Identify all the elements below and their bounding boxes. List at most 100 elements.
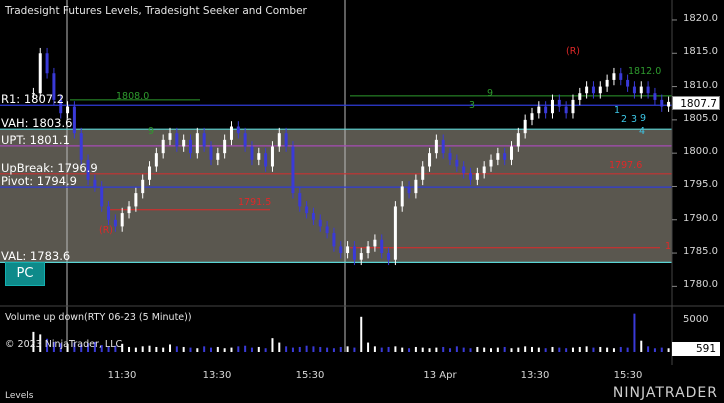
volume-bar	[428, 348, 431, 352]
price-tick-label: 1790.0	[683, 212, 718, 224]
candle-body	[626, 79, 630, 87]
candle-body	[236, 126, 240, 134]
price-tick-label: 1785.0	[683, 246, 718, 258]
seeker-count-left: 9	[148, 126, 155, 137]
level-1791-annotation: 1791.5	[238, 197, 272, 208]
volume-bar	[565, 348, 568, 352]
volume-bar	[360, 316, 363, 352]
candle-body	[325, 226, 329, 234]
volume-bar	[39, 334, 42, 352]
price-tick-label: 1800.0	[683, 146, 718, 158]
candle-body	[523, 119, 527, 134]
candle-body	[264, 153, 268, 167]
volume-bar	[537, 347, 540, 352]
candle-body	[571, 99, 575, 114]
volume-bar	[312, 346, 315, 352]
candle-body	[448, 153, 452, 160]
candle-body	[223, 139, 227, 154]
volume-bar	[141, 346, 144, 352]
volume-bar	[435, 347, 438, 352]
candle-body	[66, 106, 70, 114]
price-tick-label: 1810.0	[683, 79, 718, 91]
candle-body	[462, 166, 466, 174]
candle-body	[168, 133, 172, 140]
volume-panel-title: Volume up down(RTY 06-23 (5 Minute))	[5, 312, 192, 323]
candle-body	[127, 206, 131, 214]
volume-bar	[230, 347, 233, 352]
candle-body	[496, 153, 500, 160]
volume-bar	[66, 343, 69, 352]
volume-bar	[530, 346, 533, 352]
candle-body	[100, 186, 104, 207]
candle-body	[428, 153, 432, 167]
candle-body	[189, 139, 192, 154]
volume-bar	[298, 346, 301, 352]
volume-bar	[237, 346, 240, 352]
candle-body	[291, 146, 295, 194]
volume-bar	[387, 346, 390, 352]
volume-bar	[544, 348, 547, 352]
volume-bar	[32, 331, 35, 352]
volume-bar	[401, 347, 404, 352]
candle-body	[346, 246, 350, 254]
volume-bar	[196, 348, 199, 352]
level-label: UPT: 1801.1	[1, 132, 70, 147]
seeker-count-top: 9	[487, 88, 494, 99]
volume-bar	[209, 347, 212, 352]
volume-bar	[558, 347, 561, 352]
volume-bar	[93, 341, 96, 352]
volume-bar	[510, 348, 513, 352]
candle-body	[455, 159, 459, 167]
candle-body	[332, 233, 336, 247]
volume-bar	[455, 346, 458, 352]
volume-bar	[490, 348, 493, 352]
candle-body	[45, 53, 49, 74]
candle-body	[141, 179, 145, 194]
candle-body	[598, 86, 602, 94]
volume-bar	[134, 347, 137, 352]
candle-body	[182, 139, 186, 147]
volume-bar	[462, 347, 465, 352]
tab-levels[interactable]: Levels	[5, 391, 34, 401]
last-volume-marker: 591	[672, 342, 720, 356]
volume-bar	[305, 345, 308, 352]
candle-body	[113, 219, 117, 227]
volume-bar	[606, 347, 609, 352]
volume-bar	[59, 343, 62, 352]
volume-bar	[421, 347, 424, 352]
time-tick-label: 15:30	[295, 370, 325, 381]
candle-body	[434, 139, 438, 154]
candle-body	[482, 166, 486, 174]
candle-body	[537, 106, 541, 114]
volume-bar	[414, 346, 417, 352]
comber-count-one: 1	[614, 105, 621, 116]
volume-bar	[667, 348, 670, 352]
candle-body	[393, 206, 397, 260]
volume-bar	[612, 348, 615, 352]
candle-body	[564, 106, 568, 114]
volume-bar	[653, 348, 656, 352]
candle-body	[619, 73, 623, 80]
candle-body	[489, 159, 493, 167]
candle-body	[38, 53, 42, 94]
volume-bar	[339, 346, 342, 352]
time-tick-label: 13 Apr	[423, 370, 457, 381]
candle-body	[366, 246, 370, 254]
volume-bar	[203, 346, 206, 352]
volume-bar	[449, 348, 452, 352]
candle-body	[605, 79, 609, 87]
candle-body	[400, 186, 404, 207]
level-1808-annotation: 1808.0	[116, 91, 150, 102]
level-1812-annotation: 1812.0	[628, 66, 662, 77]
volume-bar	[346, 346, 349, 352]
volume-bar	[291, 347, 294, 352]
pc-button[interactable]: PC	[5, 262, 45, 286]
volume-bar	[408, 348, 411, 352]
volume-bar	[496, 347, 499, 352]
volume-bar	[121, 343, 124, 352]
level-label: UpBreak: 1796.9	[1, 160, 98, 175]
volume-bar	[503, 346, 506, 352]
candle-body	[387, 253, 391, 260]
volume-bar	[73, 342, 76, 352]
